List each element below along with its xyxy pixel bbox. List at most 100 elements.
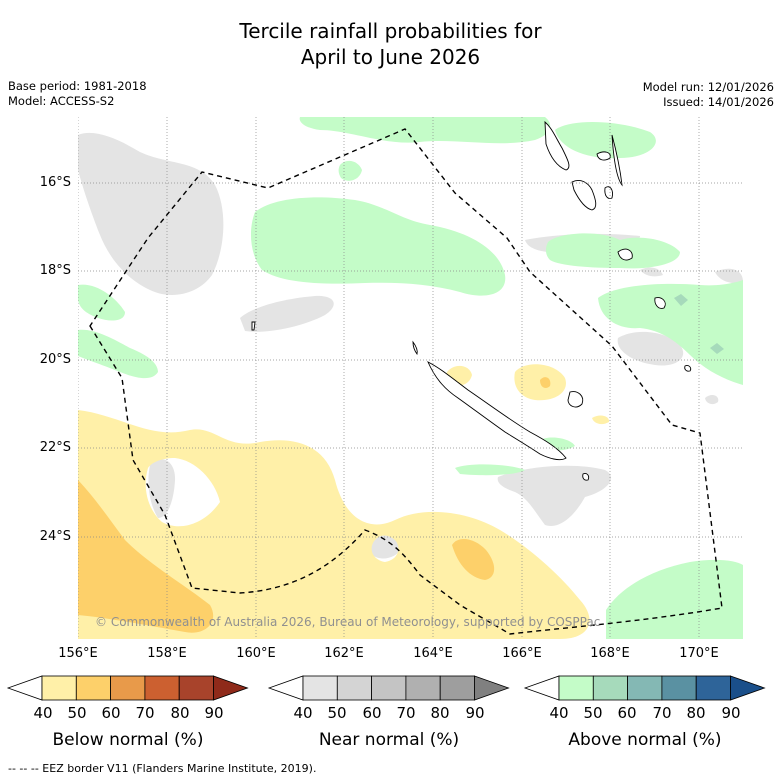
graticule	[78, 117, 743, 639]
lat-tick: 24°S	[39, 529, 71, 544]
below-normal-region	[540, 377, 551, 388]
base-period: Base period: 1981-2018	[8, 79, 147, 93]
cbar-below-tick: 80	[170, 704, 190, 722]
colorbar-high-extension	[213, 675, 249, 701]
new-caledonia-outline	[427, 361, 567, 461]
near-normal-region	[78, 132, 224, 295]
colorbar-near-normal	[267, 675, 510, 701]
cbar-above-tick: 80	[686, 704, 706, 722]
colorbar-segment	[439, 675, 475, 701]
island-outline	[611, 134, 623, 187]
land-outlines	[251, 120, 692, 481]
below-normal-region	[452, 538, 495, 580]
above-normal-regions	[78, 117, 743, 639]
colorbar-segment	[178, 675, 214, 701]
near-normal-region	[715, 268, 743, 284]
below-normal-region	[592, 415, 610, 425]
colorbar-segment	[41, 675, 77, 701]
lon-tick: 156°E	[58, 646, 98, 661]
colorbar-segment	[110, 675, 146, 701]
lat-tick: 16°S	[39, 175, 71, 190]
above-normal-region	[78, 329, 158, 379]
colorbar-segment	[405, 675, 441, 701]
island-outline	[582, 473, 590, 481]
colorbar-high-extension	[474, 675, 510, 701]
colorbars-svg	[6, 675, 766, 701]
below-normal-region	[78, 480, 214, 633]
below-normal-regions	[78, 364, 610, 639]
cbar-above-tick: 40	[549, 704, 569, 722]
cbar-near-tick: 90	[465, 704, 485, 722]
title-line-1: Tercile rainfall probabilities for	[239, 19, 542, 43]
colorbar-above-normal	[523, 675, 766, 701]
below-normal-region	[78, 410, 590, 639]
colorbar-ticks: 40 50 60 70 80 90 40 50 60 70 80 90 40 5…	[0, 704, 781, 726]
cbar-above-tick: 90	[721, 704, 741, 722]
cbar-below-tick: 70	[135, 704, 155, 722]
cbar-near-tick: 40	[293, 704, 313, 722]
map-area: © Commonwealth of Australia 2026, Bureau…	[78, 117, 743, 639]
cbar-near-label: Near normal (%)	[318, 730, 460, 750]
model-name: Model: ACCESS-S2	[8, 94, 115, 108]
island-outline	[654, 297, 666, 309]
above-normal-region	[545, 233, 680, 269]
island-outline	[567, 391, 584, 408]
lon-tick: 162°E	[324, 646, 364, 661]
copyright-text: © Commonwealth of Australia 2026, Bureau…	[95, 615, 600, 629]
colorbar-segment	[592, 675, 628, 701]
lon-tick: 160°E	[236, 646, 276, 661]
cbar-near-tick: 70	[396, 704, 416, 722]
near-normal-region	[148, 459, 176, 518]
colorbar-low-extension	[523, 675, 560, 701]
lat-tick: 18°S	[39, 263, 71, 278]
cbar-below-tick: 40	[33, 704, 53, 722]
lat-tick: 22°S	[39, 440, 71, 455]
eez-footnote: -- -- -- EEZ border V11 (Flanders Marine…	[8, 762, 317, 775]
near-normal-region	[240, 295, 334, 332]
near-normal-region	[705, 395, 719, 405]
lon-tick: 168°E	[590, 646, 630, 661]
colorbar-segment	[661, 675, 697, 701]
title-line-2: April to June 2026	[300, 45, 481, 69]
cbar-near-tick: 60	[362, 704, 382, 722]
colorbar-high-extension	[730, 675, 766, 701]
model-run: Model run: 12/01/2026	[642, 80, 774, 94]
near-normal-region	[367, 534, 402, 559]
cbar-above-label: Above normal (%)	[568, 730, 722, 750]
cbar-above-tick: 60	[617, 704, 637, 722]
lon-tick: 166°E	[502, 646, 542, 661]
colorbar-segment	[558, 675, 594, 701]
near-normal-region	[617, 331, 684, 366]
colorbar-segment	[75, 675, 112, 701]
above-normal-region	[598, 280, 743, 385]
lat-tick: 20°S	[39, 352, 71, 367]
cbar-below-tick: 60	[101, 704, 121, 722]
cbar-below-tick: 50	[67, 704, 87, 722]
above-normal-region	[78, 284, 125, 321]
colorbar-low-extension	[267, 675, 304, 701]
island-outline	[412, 340, 418, 356]
island-outline	[251, 321, 256, 331]
above-normal-region	[455, 464, 525, 476]
colorbar-below-normal	[6, 675, 249, 701]
meta-left: Base period: 1981-2018 Model: ACCESS-S2	[8, 79, 147, 109]
above-normal-region	[338, 160, 362, 181]
colorbar-segment	[371, 675, 407, 701]
colorbar-segment	[695, 675, 731, 701]
issued-date: Issued: 14/01/2026	[663, 95, 774, 109]
near-normal-region	[497, 465, 612, 526]
map-title: Tercile rainfall probabilities for April…	[0, 18, 781, 70]
island-outline	[617, 248, 633, 261]
island-outline	[684, 365, 692, 372]
above-normal-region	[299, 117, 551, 144]
above-normal-region	[674, 294, 688, 306]
island-outline	[604, 186, 613, 199]
colorbar-segment	[336, 675, 372, 701]
below-normal-region	[514, 364, 566, 401]
cbar-below-tick: 90	[204, 704, 224, 722]
above-normal-region	[606, 559, 743, 639]
cbar-near-tick: 50	[327, 704, 347, 722]
meta-right: Model run: 12/01/2026 Issued: 14/01/2026	[643, 80, 774, 110]
colorbar-segment	[302, 675, 338, 701]
